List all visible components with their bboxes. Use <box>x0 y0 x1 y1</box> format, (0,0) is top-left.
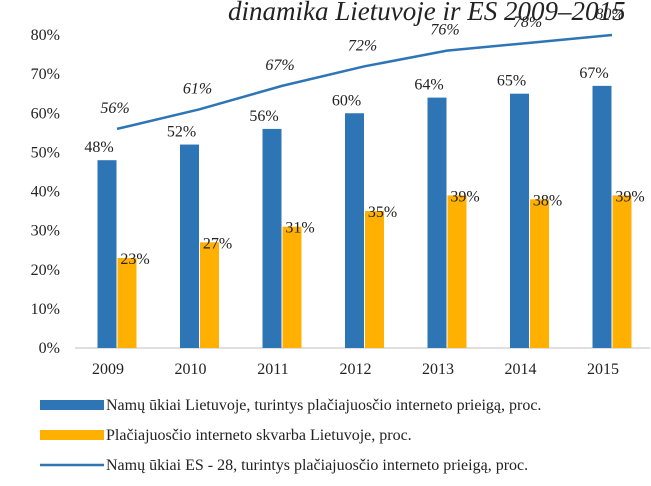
bar <box>345 113 364 348</box>
data-label: 65% <box>497 73 526 90</box>
legend-label: Plačiajuosčio interneto skvarba Lietuvoj… <box>106 427 412 444</box>
data-label: 48% <box>84 139 113 156</box>
data-label: 80% <box>595 6 624 23</box>
y-tick-label: 0% <box>39 340 60 357</box>
data-label: 35% <box>368 204 397 221</box>
data-label: 56% <box>100 100 129 117</box>
data-label: 76% <box>430 22 459 39</box>
x-tick-label: 2010 <box>175 361 207 378</box>
bar <box>427 97 447 348</box>
x-tick-label: 2011 <box>257 361 288 378</box>
bar <box>200 242 219 348</box>
y-tick-label: 20% <box>31 262 60 279</box>
bar <box>117 258 137 348</box>
data-label: 64% <box>414 77 443 94</box>
legend-label: Namų ūkiai Lietuvoje, turintys plačiajuo… <box>106 397 541 414</box>
y-tick-label: 40% <box>31 184 60 201</box>
data-label: 60% <box>332 92 361 109</box>
bar <box>97 160 117 348</box>
data-label: 56% <box>249 108 278 125</box>
legend-label: Namų ūkiai ES - 28, turintys plačiajuosč… <box>106 457 528 474</box>
bar <box>592 85 612 349</box>
data-label: 23% <box>120 251 149 268</box>
data-label: 72% <box>348 37 377 54</box>
data-label: 67% <box>579 65 608 82</box>
data-label: 38% <box>533 192 562 209</box>
data-label: 61% <box>183 80 212 97</box>
x-tick-label: 2014 <box>505 361 537 378</box>
x-tick-label: 2009 <box>92 361 124 378</box>
legend-swatch <box>40 430 104 440</box>
data-label: 78% <box>513 14 542 31</box>
legend-swatch <box>40 400 104 410</box>
data-label: 31% <box>285 220 314 237</box>
y-tick-label: 50% <box>31 144 60 161</box>
bar <box>530 199 549 348</box>
y-tick-label: 30% <box>31 223 60 240</box>
data-label: 39% <box>615 188 644 205</box>
chart-title: dinamika Lietuvoje ir ES 2009–2015 <box>228 0 625 26</box>
data-label: 67% <box>265 57 294 74</box>
bar <box>262 128 282 348</box>
bar <box>447 195 467 348</box>
x-tick-label: 2013 <box>422 361 454 378</box>
y-tick-label: 60% <box>31 105 60 122</box>
y-tick-label: 10% <box>31 301 60 318</box>
bar <box>510 93 529 348</box>
line <box>116 33 613 131</box>
bar <box>180 144 199 348</box>
data-label: 27% <box>203 235 232 252</box>
y-tick-label: 80% <box>31 27 60 44</box>
x-tick-label: 2012 <box>340 361 372 378</box>
bar <box>612 195 632 348</box>
y-tick-label: 70% <box>31 66 60 83</box>
bar <box>365 211 384 348</box>
data-label: 39% <box>450 188 479 205</box>
bar <box>282 226 302 348</box>
data-label: 52% <box>167 124 196 141</box>
x-tick-label: 2015 <box>587 361 619 378</box>
